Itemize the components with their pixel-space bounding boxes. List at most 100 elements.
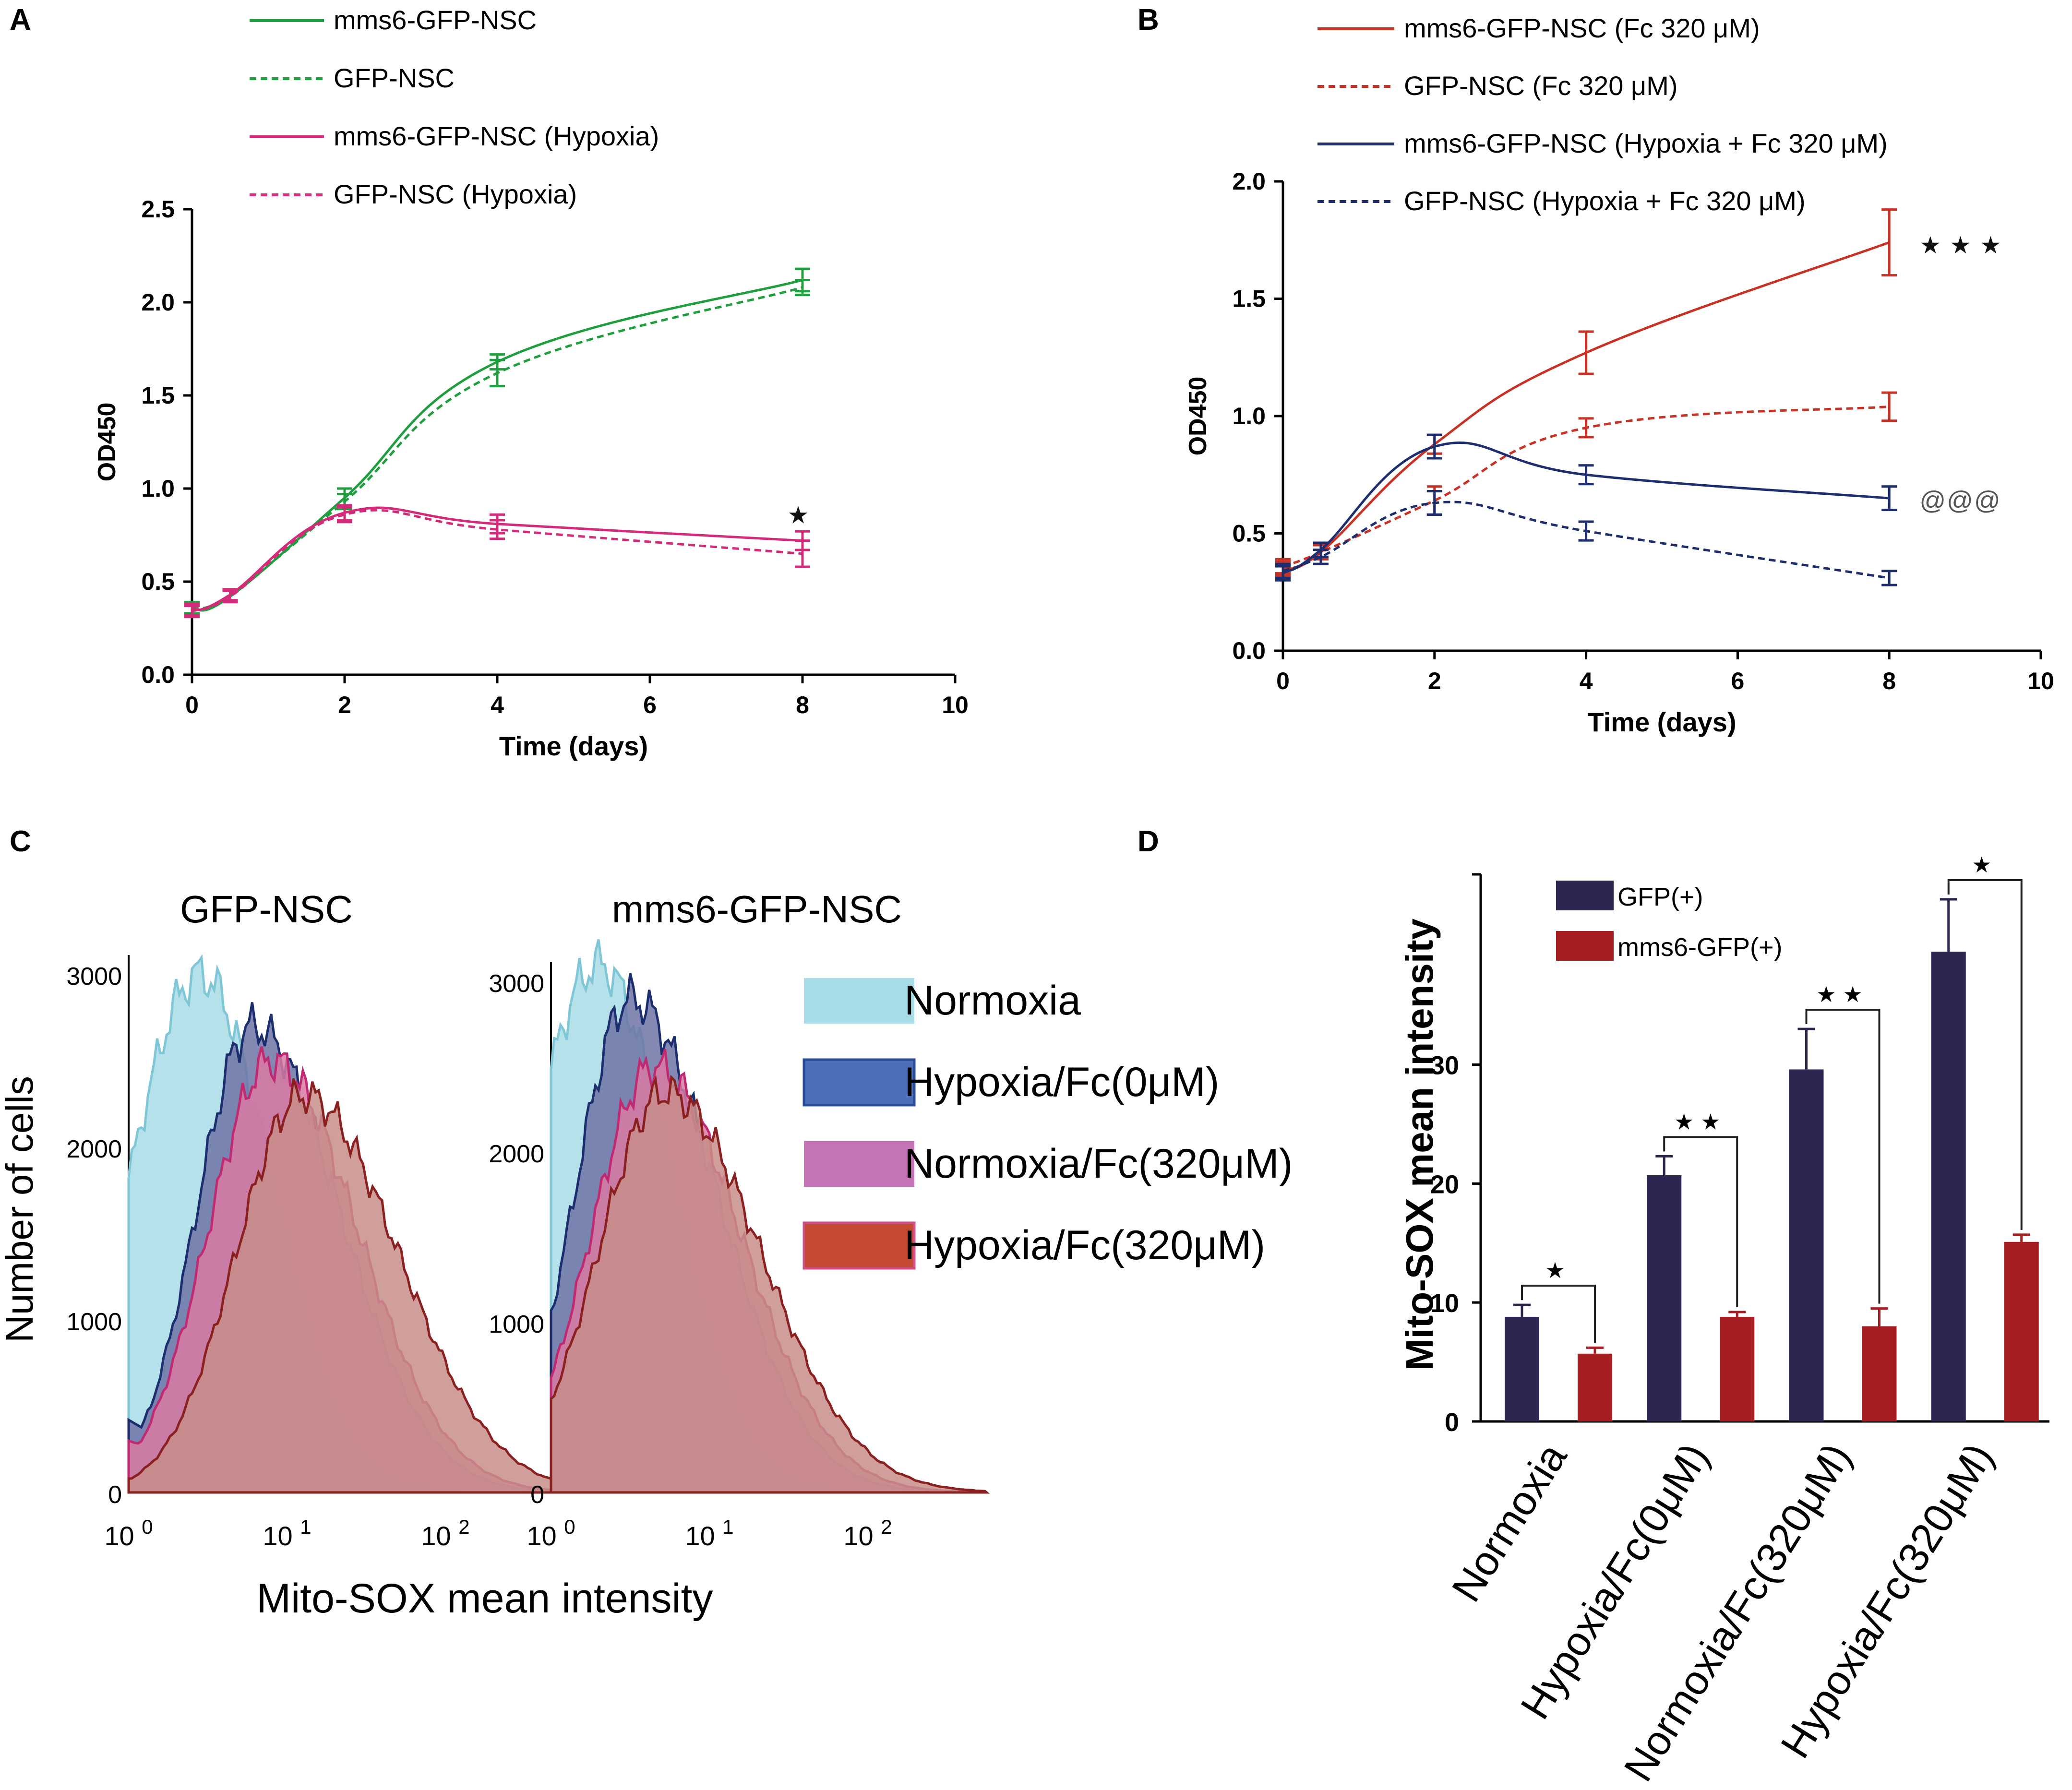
bar — [1862, 1326, 1897, 1421]
y-tick-label: 1.5 — [141, 382, 175, 409]
series-line — [192, 286, 803, 609]
legend-label: mms6-GFP-NSC (Fc 320 μM) — [1404, 13, 1760, 43]
significance-marker: ★★ — [1816, 982, 1869, 1007]
legend-label: mms6-GFP-NSC (Hypoxia) — [334, 121, 659, 151]
x-tick-label: 10 1 — [263, 1516, 311, 1551]
x-tick-label: 2 — [338, 692, 351, 718]
y-tick-label: 2000 — [66, 1135, 122, 1163]
y-tick-label: 10 — [1430, 1289, 1459, 1318]
x-tick-label: 2 — [1428, 668, 1441, 694]
y-tick-label: 0.0 — [1232, 637, 1266, 664]
legend-swatch — [802, 1058, 916, 1107]
x-tick-label: 6 — [643, 692, 657, 718]
x-tick-label: 10 1 — [685, 1516, 733, 1551]
y-tick-label: 1.0 — [1232, 403, 1266, 430]
y-axis-label: OD450 — [1184, 377, 1212, 456]
x-tick-label: 10 — [2027, 668, 2054, 694]
y-tick-label: 3000 — [66, 963, 122, 990]
significance-bracket — [1521, 1285, 1596, 1343]
panel-label: D — [1138, 825, 1159, 858]
bar — [1720, 1316, 1755, 1421]
significance-bracket — [1805, 1009, 1880, 1304]
y-tick-label: 2.0 — [1232, 168, 1266, 195]
bar — [2004, 1241, 2039, 1421]
x-tick-label: 6 — [1731, 668, 1744, 694]
y-tick-label: 1.0 — [141, 475, 175, 502]
y-axis-label: Mito-SOX mean intensity — [1398, 918, 1441, 1371]
significance-bracket — [1947, 879, 2023, 1230]
histogram-area — [550, 1074, 990, 1494]
y-axis-label: Number of cells — [0, 1076, 41, 1343]
legend-label: Hypoxia/Fc(320μM) — [904, 1222, 1265, 1268]
x-tick-label: 0 — [1276, 668, 1290, 694]
legend-label: Normoxia — [904, 978, 1081, 1024]
y-tick-label: 2000 — [489, 1140, 544, 1168]
x-tick-label: 8 — [796, 692, 809, 718]
y-tick-label: 0.5 — [1232, 520, 1266, 547]
series-line — [1282, 241, 1890, 570]
y-tick-label: 2.0 — [141, 289, 175, 316]
histogram-title: GFP-NSC — [180, 888, 353, 931]
y-tick-label: 1.5 — [1232, 286, 1266, 312]
panel-a: A 0 2 4 6 8 10 0.0 0.5 1.0 1.5 2.0 2.5 Time (days) OD4… — [10, 3, 969, 761]
legend-swatch — [1556, 881, 1614, 910]
panel-b: B 0 2 4 6 8 10 0.0 0.5 1.0 1.5 2.0 Time (days) OD450 m… — [1138, 3, 2054, 737]
y-tick-label: 1000 — [66, 1308, 122, 1336]
x-tick-label: 8 — [1882, 668, 1896, 694]
panel-label: B — [1138, 3, 1159, 36]
histogram-area — [127, 1078, 566, 1494]
legend-label: GFP-NSC — [334, 63, 455, 93]
x-axis-label: Time (days) — [499, 731, 648, 761]
y-tick-label: 1000 — [489, 1311, 544, 1338]
x-tick-label: 10 0 — [104, 1516, 153, 1551]
panel-label: C — [10, 825, 31, 858]
legend-label: GFP(+) — [1617, 883, 1703, 911]
legend-label: mms6-GFP(+) — [1617, 933, 1783, 962]
x-tick-label: 10 2 — [421, 1516, 469, 1551]
x-tick-label: 0 — [185, 692, 199, 718]
x-tick-label: 4 — [491, 692, 504, 718]
series-line — [192, 279, 803, 612]
x-axis-label: Time (days) — [1587, 707, 1736, 737]
legend-label: mms6-GFP-NSC (Hypoxia + Fc 320 μM) — [1404, 128, 1888, 158]
legend-swatch — [1556, 931, 1614, 961]
legend-label: GFP-NSC (Hypoxia + Fc 320 μM) — [1404, 186, 1806, 216]
legend-swatch — [804, 978, 914, 1024]
significance-marker: ★ — [788, 501, 818, 528]
y-tick-label: 30 — [1430, 1051, 1459, 1080]
panel-label: A — [10, 3, 31, 36]
y-tick-label: 2.5 — [141, 196, 175, 223]
significance-bracket — [1663, 1136, 1738, 1307]
x-tick-label: 10 0 — [527, 1516, 575, 1551]
x-tick-label: 10 — [942, 692, 969, 718]
legend-label: mms6-GFP-NSC — [334, 5, 537, 35]
y-axis-label: OD450 — [93, 403, 121, 482]
bar — [1789, 1069, 1824, 1421]
significance-marker: ★ — [1545, 1258, 1571, 1283]
histogram-title: mms6-GFP-NSC — [612, 888, 902, 931]
y-tick-label: 0.0 — [141, 661, 175, 688]
x-tick-label: 4 — [1580, 668, 1593, 694]
y-tick-label: 0 — [1445, 1408, 1459, 1437]
legend-swatch — [804, 1141, 914, 1187]
legend-label: Hypoxia/Fc(0μM) — [904, 1059, 1219, 1105]
bar — [1578, 1353, 1612, 1421]
x-axis-label: Mito-SOX mean intensity — [256, 1575, 713, 1622]
y-tick-label: 0.5 — [141, 568, 175, 595]
legend-label: GFP-NSC (Fc 320 μM) — [1404, 71, 1678, 101]
significance-marker: ★★★ — [1919, 232, 2010, 259]
y-tick-label: 3000 — [489, 970, 544, 998]
significance-marker: @@@ — [1919, 486, 2001, 515]
y-tick-label: 0 — [108, 1481, 122, 1509]
significance-marker: ★ — [1972, 852, 1998, 877]
legend-swatch — [802, 1221, 916, 1270]
series-line — [1282, 442, 1890, 574]
significance-marker: ★★ — [1674, 1109, 1727, 1134]
x-tick-label: Normoxia — [1443, 1435, 1576, 1610]
bar — [1647, 1175, 1682, 1421]
bar — [1931, 952, 1966, 1421]
y-tick-label: 20 — [1430, 1170, 1459, 1199]
bar — [1505, 1316, 1539, 1421]
